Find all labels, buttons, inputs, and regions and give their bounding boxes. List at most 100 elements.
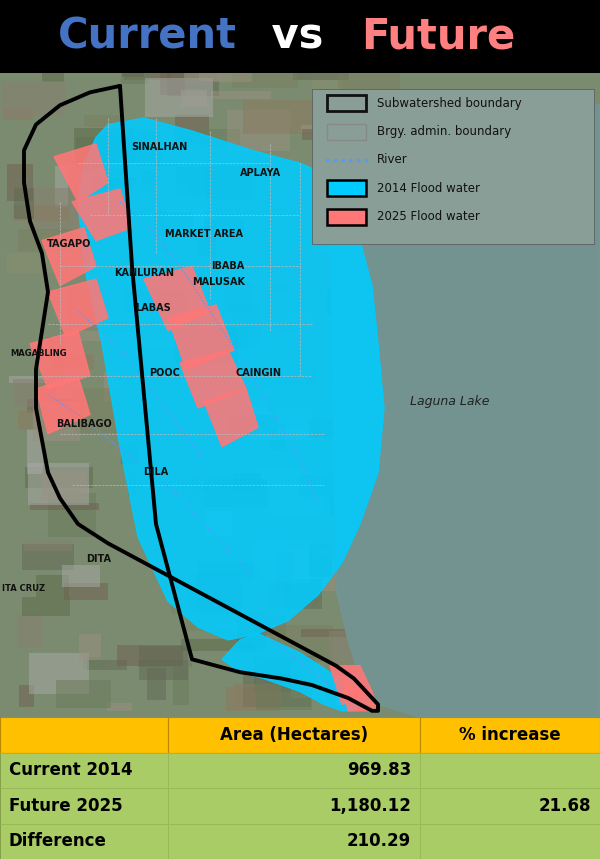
Text: % increase: % increase: [459, 726, 561, 744]
Bar: [62, 564, 100, 587]
Bar: [380, 573, 451, 609]
Bar: [64, 582, 108, 600]
Bar: [13, 204, 70, 221]
Text: APLAYA: APLAYA: [241, 168, 281, 178]
Bar: [206, 166, 252, 200]
Polygon shape: [180, 350, 246, 408]
Bar: [312, 60, 343, 94]
Bar: [317, 520, 355, 557]
Bar: [88, 258, 147, 284]
Bar: [243, 674, 311, 707]
Text: Difference: Difference: [9, 832, 107, 850]
Text: Current 2014: Current 2014: [9, 761, 133, 779]
Bar: [211, 91, 271, 99]
Bar: [9, 376, 70, 383]
Bar: [262, 313, 314, 335]
Bar: [253, 469, 310, 490]
Bar: [268, 397, 335, 428]
Bar: [197, 577, 267, 595]
Text: LABAS: LABAS: [135, 303, 171, 314]
Bar: [253, 539, 310, 582]
Bar: [327, 180, 366, 197]
Text: 2014 Flood water: 2014 Flood water: [377, 182, 480, 195]
Bar: [176, 306, 206, 313]
Bar: [25, 541, 72, 551]
Bar: [312, 89, 594, 244]
Text: DITA: DITA: [86, 554, 112, 564]
Bar: [141, 170, 155, 192]
Bar: [232, 59, 298, 88]
Bar: [309, 247, 367, 269]
Bar: [76, 137, 103, 171]
Bar: [299, 473, 362, 497]
Bar: [290, 547, 337, 591]
Bar: [420, 717, 600, 752]
Polygon shape: [342, 685, 378, 711]
Bar: [254, 655, 315, 691]
Bar: [36, 576, 69, 597]
Text: SINALHAN: SINALHAN: [131, 142, 187, 152]
Bar: [355, 302, 413, 327]
Bar: [327, 209, 366, 225]
Bar: [70, 331, 137, 341]
Bar: [250, 615, 286, 635]
Polygon shape: [48, 279, 108, 338]
Bar: [327, 95, 366, 112]
Polygon shape: [30, 331, 90, 388]
Bar: [317, 125, 370, 154]
Text: TAGAPO: TAGAPO: [47, 239, 91, 249]
Polygon shape: [42, 228, 96, 285]
Bar: [277, 322, 308, 361]
Text: 969.83: 969.83: [347, 761, 411, 779]
Bar: [41, 471, 86, 501]
Bar: [233, 684, 281, 707]
Bar: [241, 643, 254, 652]
Bar: [145, 78, 213, 117]
Bar: [41, 53, 64, 82]
Bar: [203, 479, 267, 508]
Bar: [271, 423, 286, 450]
Bar: [182, 466, 208, 495]
Bar: [269, 579, 322, 609]
Bar: [420, 789, 600, 824]
Bar: [3, 107, 33, 120]
Bar: [202, 595, 238, 606]
Bar: [227, 110, 290, 151]
Bar: [168, 717, 420, 752]
Bar: [83, 188, 114, 223]
Bar: [366, 483, 425, 497]
Bar: [29, 653, 89, 694]
Text: MARKET AREA: MARKET AREA: [165, 229, 243, 239]
Text: Laguna Lake: Laguna Lake: [410, 395, 490, 408]
Bar: [328, 281, 359, 316]
Polygon shape: [54, 143, 108, 202]
Bar: [126, 264, 165, 285]
Bar: [137, 131, 161, 166]
Bar: [79, 634, 101, 661]
Bar: [233, 473, 261, 491]
Bar: [331, 367, 349, 379]
Bar: [17, 614, 43, 648]
Bar: [302, 129, 329, 140]
Bar: [31, 503, 99, 509]
Bar: [255, 613, 285, 634]
Bar: [88, 286, 155, 301]
Bar: [55, 166, 68, 207]
Bar: [359, 643, 403, 673]
Bar: [176, 167, 211, 197]
Bar: [55, 354, 94, 369]
Bar: [0, 789, 168, 824]
Bar: [124, 59, 170, 81]
Bar: [74, 388, 121, 433]
Bar: [0, 824, 168, 859]
Bar: [262, 625, 333, 661]
Text: Brgy. admin. boundary: Brgy. admin. boundary: [377, 125, 511, 138]
Bar: [420, 824, 600, 859]
Bar: [26, 430, 43, 474]
Bar: [163, 235, 175, 253]
Bar: [121, 58, 149, 84]
Text: BALIBAGO: BALIBAGO: [56, 419, 112, 430]
Polygon shape: [144, 266, 210, 331]
Bar: [193, 305, 254, 318]
Bar: [160, 50, 185, 94]
